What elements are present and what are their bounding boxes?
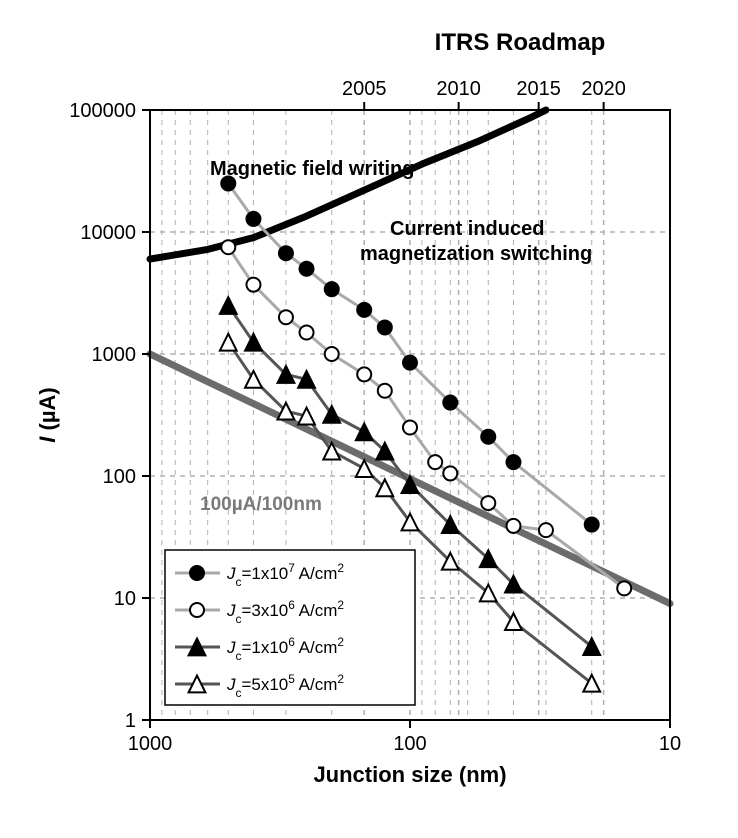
svg-text:10: 10 [114, 588, 136, 610]
svg-text:2005: 2005 [342, 78, 387, 100]
svg-text:2020: 2020 [581, 78, 626, 100]
svg-text:2015: 2015 [516, 78, 561, 100]
svg-text:10000: 10000 [80, 222, 136, 244]
svg-text:Magnetic field writing: Magnetic field writing [210, 158, 414, 180]
svg-text:100µA/100nm: 100µA/100nm [200, 494, 322, 515]
svg-text:2010: 2010 [436, 78, 481, 100]
chart-container: 1000 100 10 Junction size (nm) 1 10 100 1000 100… [20, 20, 718, 818]
svg-text:100: 100 [103, 466, 136, 488]
svg-text:Junction size (nm): Junction size (nm) [313, 762, 506, 787]
svg-text:ITRS Roadmap: ITRS Roadmap [435, 29, 606, 56]
svg-text:1000: 1000 [92, 344, 137, 366]
svg-text:1000: 1000 [128, 733, 173, 755]
svg-text:I (µA): I (µA) [35, 387, 60, 442]
chart-svg: 1000 100 10 Junction size (nm) 1 10 100 1000 100… [20, 20, 718, 818]
svg-text:1: 1 [125, 710, 136, 732]
svg-text:100: 100 [393, 733, 426, 755]
svg-text:Current induced: Current induced [390, 218, 544, 240]
svg-text:100000: 100000 [69, 100, 136, 122]
svg-text:magnetization switching: magnetization switching [360, 243, 592, 265]
svg-text:10: 10 [659, 733, 681, 755]
